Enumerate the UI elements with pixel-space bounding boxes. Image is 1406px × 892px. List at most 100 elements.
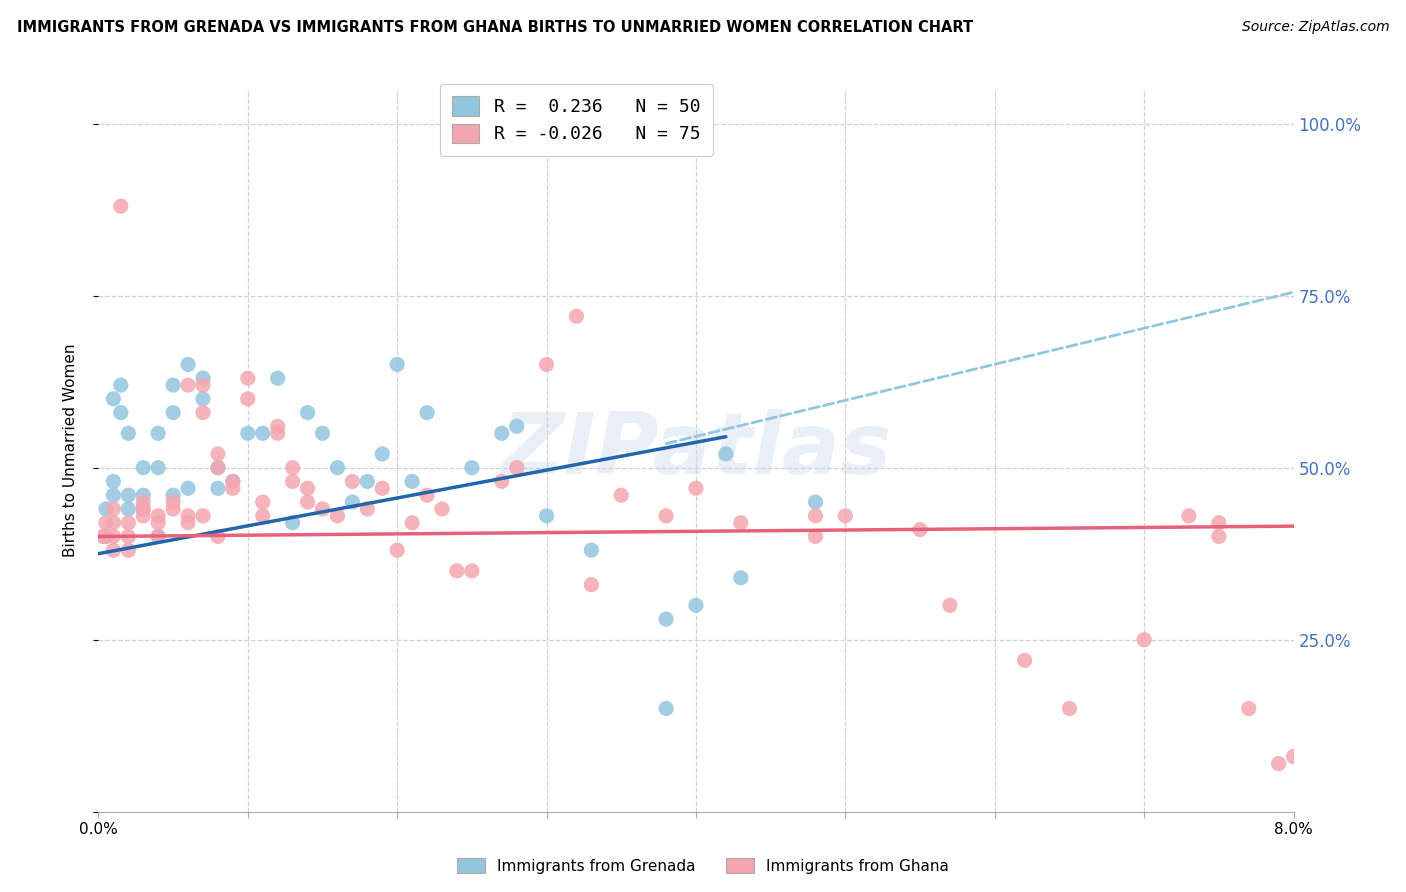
Point	[267, 371, 290, 385]
Legend: R =  0.236   N = 50, R = -0.026   N = 75: R = 0.236 N = 50, R = -0.026 N = 75	[440, 84, 713, 156]
Point	[132, 502, 155, 516]
Point	[281, 460, 304, 475]
Point	[117, 516, 139, 530]
Point	[297, 481, 319, 495]
Text: ZIPatlas: ZIPatlas	[501, 409, 891, 492]
Point	[177, 358, 200, 372]
Point	[655, 508, 678, 523]
Point	[177, 516, 200, 530]
Point	[207, 460, 229, 475]
Text: Source: ZipAtlas.com: Source: ZipAtlas.com	[1241, 20, 1389, 34]
Point	[103, 392, 125, 406]
Point	[1208, 516, 1230, 530]
Point	[103, 529, 125, 543]
Point	[177, 481, 200, 495]
Point	[834, 508, 856, 523]
Point	[565, 310, 588, 324]
Point	[162, 378, 184, 392]
Point	[207, 460, 229, 475]
Point	[117, 543, 139, 558]
Point	[267, 419, 290, 434]
Point	[191, 508, 214, 523]
Point	[1178, 508, 1201, 523]
Point	[222, 475, 245, 489]
Legend: Immigrants from Grenada, Immigrants from Ghana: Immigrants from Grenada, Immigrants from…	[451, 852, 955, 880]
Point	[162, 406, 184, 420]
Point	[191, 378, 214, 392]
Point	[1133, 632, 1156, 647]
Point	[91, 529, 114, 543]
Point	[401, 516, 423, 530]
Point	[252, 508, 274, 523]
Point	[117, 502, 139, 516]
Point	[117, 529, 139, 543]
Y-axis label: Births to Unmarried Women: Births to Unmarried Women	[63, 343, 77, 558]
Point	[416, 406, 439, 420]
Point	[714, 447, 737, 461]
Point	[1282, 749, 1305, 764]
Point	[371, 481, 394, 495]
Point	[446, 564, 468, 578]
Point	[132, 502, 155, 516]
Point	[103, 516, 125, 530]
Point	[730, 571, 752, 585]
Point	[1014, 653, 1036, 667]
Point	[103, 502, 125, 516]
Point	[252, 495, 274, 509]
Point	[655, 612, 678, 626]
Point	[1208, 529, 1230, 543]
Point	[110, 378, 132, 392]
Point	[148, 508, 170, 523]
Point	[655, 701, 678, 715]
Point	[207, 481, 229, 495]
Point	[132, 495, 155, 509]
Point	[536, 358, 558, 372]
Point	[148, 516, 170, 530]
Point	[1059, 701, 1081, 715]
Point	[491, 426, 513, 441]
Point	[461, 460, 484, 475]
Point	[177, 508, 200, 523]
Point	[236, 371, 259, 385]
Point	[148, 460, 170, 475]
Point	[267, 426, 290, 441]
Point	[804, 508, 827, 523]
Point	[222, 481, 245, 495]
Point	[385, 543, 409, 558]
Point	[326, 460, 349, 475]
Point	[110, 406, 132, 420]
Point	[581, 543, 603, 558]
Point	[132, 488, 155, 502]
Point	[506, 419, 529, 434]
Point	[94, 516, 117, 530]
Point	[117, 488, 139, 502]
Point	[103, 475, 125, 489]
Point	[177, 378, 200, 392]
Point	[103, 543, 125, 558]
Point	[103, 488, 125, 502]
Point	[222, 475, 245, 489]
Point	[162, 502, 184, 516]
Point	[326, 508, 349, 523]
Point	[430, 502, 453, 516]
Point	[685, 481, 707, 495]
Point	[207, 447, 229, 461]
Text: IMMIGRANTS FROM GRENADA VS IMMIGRANTS FROM GHANA BIRTHS TO UNMARRIED WOMEN CORRE: IMMIGRANTS FROM GRENADA VS IMMIGRANTS FR…	[17, 20, 973, 35]
Point	[1237, 701, 1260, 715]
Point	[191, 392, 214, 406]
Point	[461, 564, 484, 578]
Point	[252, 426, 274, 441]
Point	[148, 426, 170, 441]
Point	[236, 392, 259, 406]
Point	[401, 475, 423, 489]
Point	[191, 371, 214, 385]
Point	[132, 502, 155, 516]
Point	[132, 508, 155, 523]
Point	[297, 495, 319, 509]
Point	[297, 406, 319, 420]
Point	[148, 529, 170, 543]
Point	[162, 488, 184, 502]
Point	[610, 488, 633, 502]
Point	[94, 529, 117, 543]
Point	[148, 529, 170, 543]
